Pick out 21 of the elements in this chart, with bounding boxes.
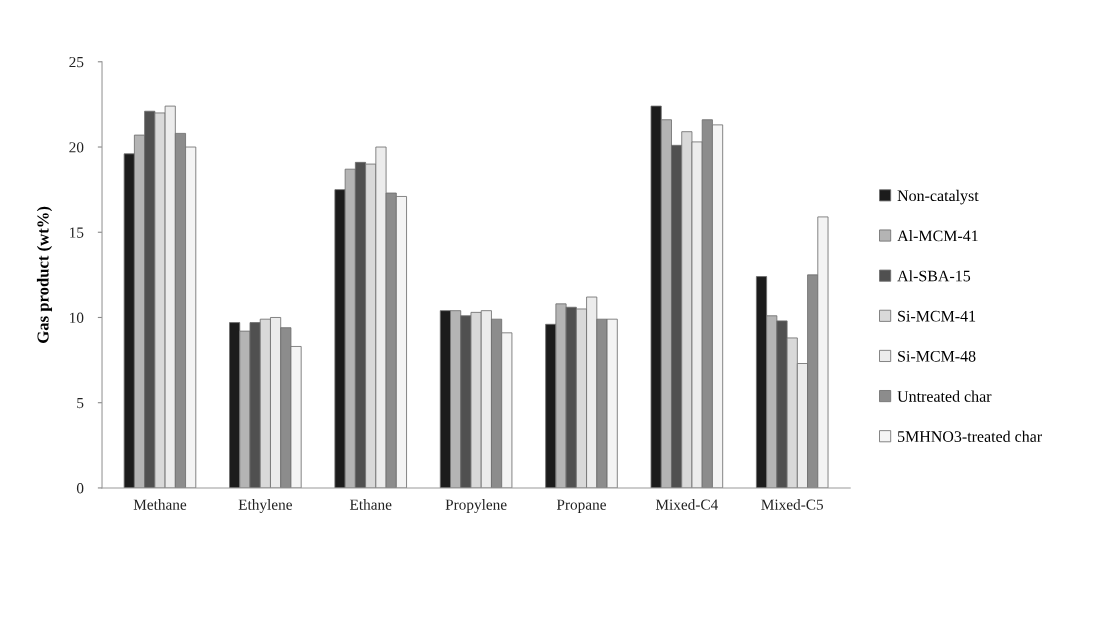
- y-tick-label: 10: [70, 312, 84, 323]
- legend-label: Al-SBA-15: [897, 270, 971, 282]
- legend-label: Untreated char: [897, 390, 992, 402]
- y-tick-label: 20: [69, 142, 84, 153]
- y-tick-label: 0: [76, 483, 84, 494]
- x-tick-label: Propane: [556, 499, 606, 513]
- x-tick-label: Ethane: [349, 499, 392, 510]
- legend-label: 5MHNO3-treated char: [898, 430, 1042, 442]
- y-axis-title: Gas product (wt%): [36, 206, 53, 343]
- legend-label: Si-MCM-41: [898, 310, 976, 322]
- x-tick-label: Methane: [133, 499, 187, 510]
- y-tick-label: 5: [77, 398, 84, 409]
- y-tick-label: 25: [69, 56, 84, 68]
- legend-label: Si-MCM-48: [898, 350, 976, 362]
- y-tick-label: 15: [70, 227, 84, 238]
- x-tick-label: Ethylene: [238, 499, 292, 513]
- x-tick-label: Mixed-C4: [655, 499, 719, 510]
- x-tick-label: Propylene: [445, 499, 507, 513]
- legend-label: Non-catalyst: [897, 189, 979, 205]
- legend-label: Al-MCM-41: [897, 230, 978, 242]
- x-tick-label: Mixed-C5: [761, 499, 824, 510]
